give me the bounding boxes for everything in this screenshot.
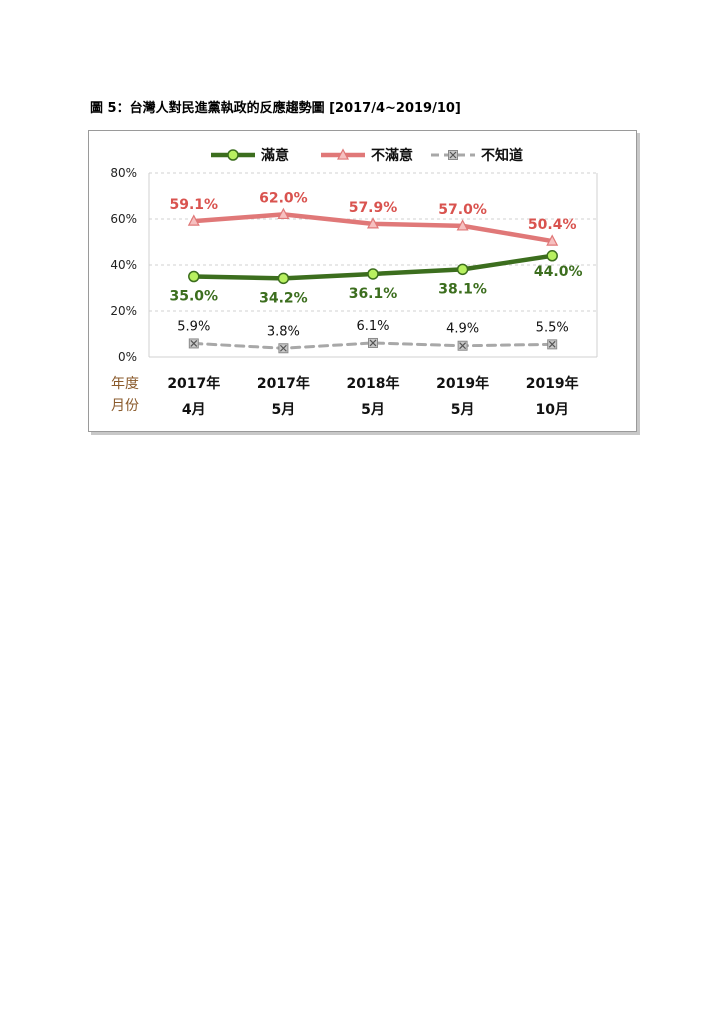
marker-s2-1 [278, 343, 289, 354]
data-label-s2-2: 6.1% [356, 319, 389, 334]
marker-s2-3-cross [459, 342, 467, 350]
legend-marker-2-cross [449, 151, 457, 159]
data-label-s0-1: 34.2% [259, 290, 308, 306]
marker-s2-0 [188, 338, 199, 349]
legend-label-2: 不知道 [481, 147, 523, 164]
category-year-0: 2017年 [167, 375, 220, 392]
data-labels: 35.0% 34.2% 36.1% 38.1% 44.0% 59.1% 62.0% 57.9%… [170, 190, 583, 339]
data-label-s2-1: 3.8% [267, 324, 300, 339]
y-tick-label: 0% [118, 350, 137, 364]
data-label-s2-3: 4.9% [446, 322, 479, 337]
series-line-2 [192, 341, 554, 350]
marker-s0-1 [277, 272, 290, 285]
marker-s0-0 [188, 270, 200, 283]
category-year-3: 2019年 [436, 375, 489, 392]
marker-s2-4 [547, 339, 558, 350]
marker-s1-4 [546, 234, 559, 246]
legend: 滿意 不滿意 不知道 [211, 147, 523, 164]
marker-s2-1-cross [279, 344, 287, 352]
marker-s2-3 [457, 340, 468, 351]
data-label-s1-1: 62.0% [259, 190, 308, 206]
marker-s1-0 [187, 214, 200, 226]
x-axis-categories: 2017年 4月 2017年 5月 2018年 5月 2019年 5月 2019年 10月 [167, 375, 578, 418]
category-month-3: 5月 [451, 402, 475, 418]
legend-marker-1 [337, 148, 349, 160]
data-label-s1-4: 50.4% [528, 217, 577, 233]
marker-s2-2 [368, 337, 378, 348]
y-tick-label: 80% [110, 166, 137, 180]
marker-s0-3 [456, 263, 469, 276]
data-label-s0-2: 36.1% [349, 286, 398, 302]
category-month-0: 4月 [182, 402, 206, 418]
line-chart: 0%20%40%60%80% 滿意 不滿意 不知道 35.0% 34.2% 36.1% 3… [110, 147, 598, 418]
category-year-4: 2019年 [526, 375, 579, 392]
legend-label-0: 滿意 [260, 147, 289, 164]
category-year-1: 2017年 [257, 375, 310, 392]
marker-s2-2-cross [369, 339, 377, 347]
data-label-s1-0: 59.1% [170, 197, 219, 213]
y-tick-label: 20% [110, 304, 137, 318]
marker-s2-0-cross [190, 340, 198, 347]
marker-s0-2 [367, 268, 379, 280]
marker-s1-2 [367, 217, 379, 229]
data-label-s1-2: 57.9% [349, 200, 398, 216]
legend-marker-2 [448, 150, 458, 160]
legend-marker-0 [227, 149, 239, 161]
y-tick-label: 40% [110, 258, 137, 272]
data-label-s1-3: 57.0% [438, 202, 487, 218]
chart-frame: 0% 20% 40% 60% 80% 滿意 不滿意 不知道 35.0% 34.2% 36.1% 3… [88, 130, 637, 432]
category-year-2: 2018年 [347, 375, 400, 392]
y-axis-ticks: 0% 20% 40% 60% 80% [110, 166, 137, 364]
data-label-s2-4: 5.5% [536, 320, 569, 335]
legend-label-1: 不滿意 [371, 147, 413, 164]
figure-title: 圖 5：台灣人對民進黨執政的反應趨勢圖 [2017/4~2019/10] [90, 101, 461, 116]
marker-s1-1 [277, 207, 290, 220]
marker-s1-3 [456, 219, 469, 231]
y-tick-label: 60% [110, 212, 137, 226]
data-label-s2-0: 5.9% [177, 319, 210, 334]
x-caption-0: 年度 [111, 376, 139, 392]
category-month-4: 10月 [535, 402, 568, 418]
marker-s0-4 [546, 250, 558, 262]
marker-s2-4-cross [548, 340, 556, 348]
category-month-1: 5月 [272, 402, 296, 418]
data-label-s0-0: 35.0% [170, 289, 219, 305]
x-caption-1: 月份 [111, 398, 139, 414]
data-label-s0-3: 38.1% [438, 281, 487, 297]
data-label-s0-4: 44.0% [534, 264, 583, 280]
category-month-2: 5月 [361, 402, 385, 418]
series-markers [187, 207, 559, 354]
